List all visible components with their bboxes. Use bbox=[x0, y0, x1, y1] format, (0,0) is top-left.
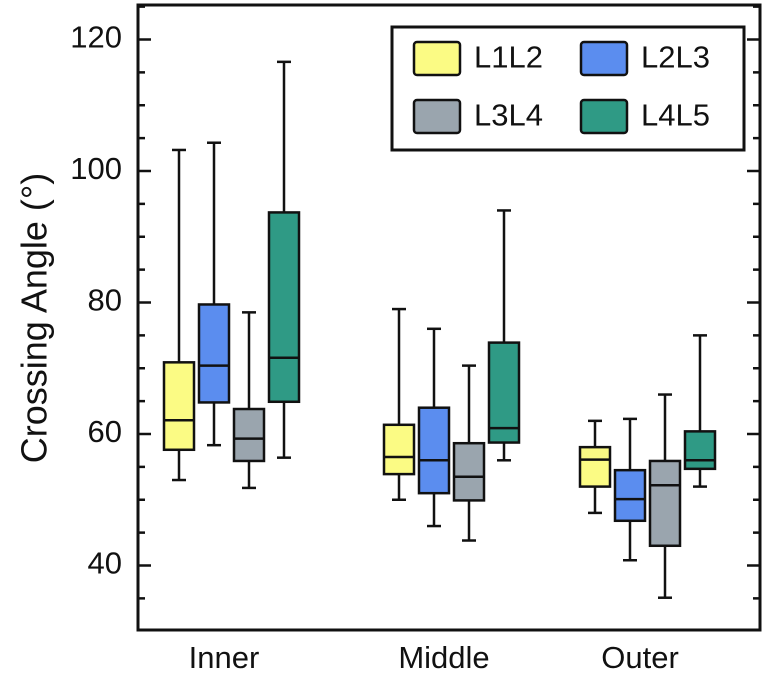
legend-swatch-l1l2 bbox=[412, 40, 462, 77]
box-l3l4-middle bbox=[452, 441, 486, 502]
box-l1l2-inner bbox=[162, 361, 196, 452]
legend-label-l4l5: L4L5 bbox=[641, 98, 710, 133]
box-l3l4-inner bbox=[232, 407, 266, 463]
category-label-inner: Inner bbox=[189, 640, 260, 675]
y-tick-label-120: 120 bbox=[70, 20, 122, 55]
whiskers bbox=[172, 60, 707, 599]
box-l1l2-middle bbox=[382, 423, 416, 476]
box-l1l2-outer bbox=[578, 445, 612, 488]
y-axis-label: Crossing Angle (°) bbox=[14, 173, 55, 464]
y-tick-label-40: 40 bbox=[88, 546, 122, 581]
box-l2l3-middle bbox=[417, 406, 451, 495]
box-l4l5-outer bbox=[683, 430, 717, 471]
legend: L1L2 L2L3 L3L4 L4L5 bbox=[390, 25, 746, 152]
legend-label-l2l3: L2L3 bbox=[641, 40, 710, 75]
y-tick-label-100: 100 bbox=[70, 151, 122, 186]
plot-frame bbox=[136, 3, 762, 632]
category-label-middle: Middle bbox=[398, 640, 489, 675]
y-tick-label-60: 60 bbox=[88, 414, 122, 449]
legend-swatch-l4l5 bbox=[579, 98, 629, 135]
box-l2l3-inner bbox=[197, 303, 231, 404]
medians bbox=[164, 356, 715, 501]
y-tick-label-80: 80 bbox=[88, 283, 122, 318]
box-l4l5-inner bbox=[267, 211, 301, 404]
legend-label-l3l4: L3L4 bbox=[474, 98, 543, 133]
legend-swatch-l3l4 bbox=[412, 98, 462, 135]
category-label-outer: Outer bbox=[601, 640, 679, 675]
boxes bbox=[162, 211, 717, 548]
box-l4l5-middle bbox=[487, 341, 521, 444]
box-l2l3-outer bbox=[613, 468, 647, 523]
box-l3l4-outer bbox=[648, 459, 682, 548]
y-tick-labels: 40 60 80 100 120 bbox=[70, 20, 122, 581]
x-category-labels: Inner Middle Outer bbox=[189, 640, 679, 675]
legend-swatch-l2l3 bbox=[579, 40, 629, 77]
legend-label-l1l2: L1L2 bbox=[474, 40, 543, 75]
